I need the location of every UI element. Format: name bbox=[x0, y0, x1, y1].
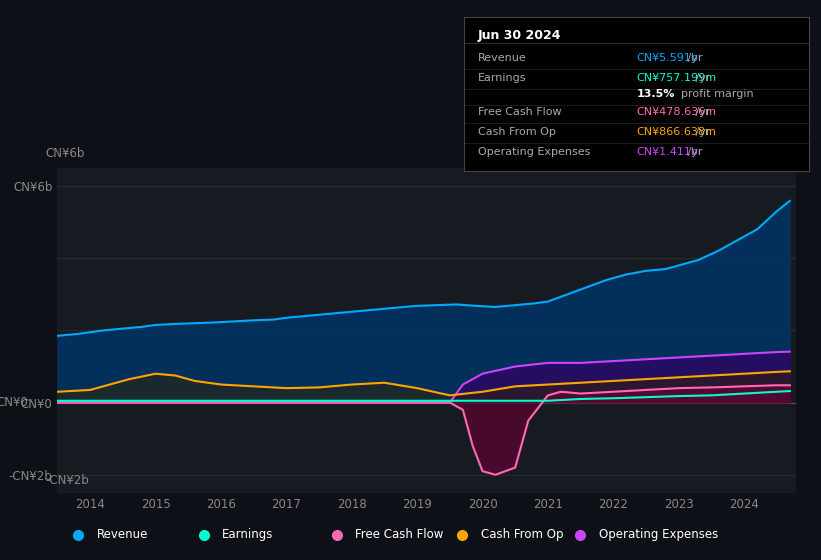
Text: /yr: /yr bbox=[692, 127, 711, 137]
Text: profit margin: profit margin bbox=[681, 89, 754, 99]
Text: 13.5%: 13.5% bbox=[636, 89, 675, 99]
Text: /yr: /yr bbox=[684, 53, 702, 63]
Text: Free Cash Flow: Free Cash Flow bbox=[478, 108, 562, 117]
Text: Revenue: Revenue bbox=[478, 53, 526, 63]
Text: Free Cash Flow: Free Cash Flow bbox=[355, 528, 443, 542]
Text: CN¥6b: CN¥6b bbox=[45, 147, 85, 160]
Text: /yr: /yr bbox=[692, 73, 711, 83]
Text: Earnings: Earnings bbox=[222, 528, 273, 542]
Text: Cash From Op: Cash From Op bbox=[478, 127, 556, 137]
Text: CN¥5.591b: CN¥5.591b bbox=[636, 53, 698, 63]
Text: -CN¥2b: -CN¥2b bbox=[45, 474, 89, 487]
Text: Jun 30 2024: Jun 30 2024 bbox=[478, 29, 562, 42]
Text: /yr: /yr bbox=[692, 108, 711, 117]
Text: Operating Expenses: Operating Expenses bbox=[599, 528, 718, 542]
Text: Revenue: Revenue bbox=[97, 528, 148, 542]
Text: CN¥0: CN¥0 bbox=[0, 396, 28, 409]
Text: CN¥478.636m: CN¥478.636m bbox=[636, 108, 716, 117]
Text: CN¥757.199m: CN¥757.199m bbox=[636, 73, 717, 83]
Text: CN¥866.638m: CN¥866.638m bbox=[636, 127, 716, 137]
Text: Cash From Op: Cash From Op bbox=[481, 528, 563, 542]
Text: Operating Expenses: Operating Expenses bbox=[478, 147, 590, 157]
Text: CN¥1.411b: CN¥1.411b bbox=[636, 147, 698, 157]
Text: Earnings: Earnings bbox=[478, 73, 526, 83]
Text: /yr: /yr bbox=[684, 147, 702, 157]
